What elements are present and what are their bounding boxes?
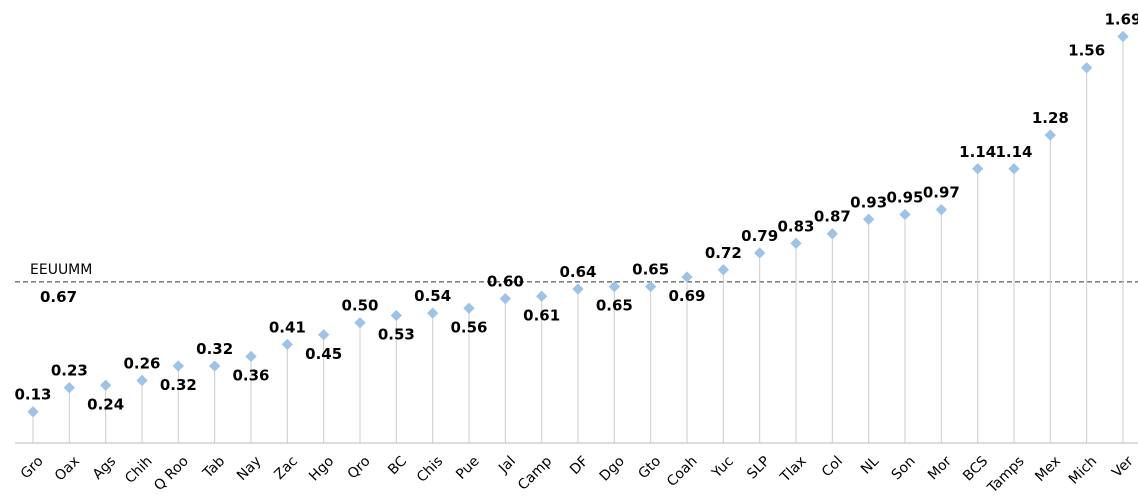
marker — [681, 271, 693, 283]
marker — [608, 280, 620, 293]
value-label: 0.97 — [923, 184, 960, 202]
marker — [136, 374, 148, 387]
value-label: 0.64 — [559, 263, 596, 281]
value-label: 0.23 — [51, 362, 88, 380]
x-tick-label: Zac — [271, 453, 301, 483]
x-tick-label: Coah — [664, 453, 701, 490]
x-tick-label: Yuc — [708, 453, 737, 482]
reference-value: 0.67 — [40, 288, 77, 306]
value-label: 0.79 — [741, 227, 778, 245]
value-label: 0.26 — [123, 354, 160, 372]
x-tick-label: BC — [385, 453, 410, 478]
marker — [1117, 30, 1129, 43]
value-label: 0.61 — [523, 306, 560, 324]
value-label: 0.24 — [87, 395, 124, 413]
marker — [427, 307, 439, 319]
x-tick-label: NL — [858, 453, 882, 477]
value-label: 0.32 — [160, 376, 197, 394]
marker — [463, 302, 475, 314]
marker — [899, 208, 911, 221]
marker — [318, 329, 330, 341]
x-tick-label: Mex — [1032, 453, 1064, 485]
x-tick-label: Chih — [122, 453, 156, 487]
marker — [1081, 62, 1093, 74]
x-tick-label: Gto — [635, 453, 664, 482]
marker — [790, 237, 802, 249]
marker — [499, 293, 511, 305]
x-tick-label: Chis — [414, 453, 446, 485]
x-tick-label: DF — [567, 453, 592, 478]
x-tick-label: Pue — [453, 453, 482, 482]
value-label: 0.69 — [668, 287, 705, 305]
x-tick-label: SLP — [744, 453, 773, 482]
value-label: 0.50 — [341, 297, 378, 315]
x-tick-label: Son — [889, 453, 919, 483]
value-label: 0.72 — [705, 244, 742, 262]
value-label: 0.60 — [487, 273, 524, 291]
value-label: 0.45 — [305, 345, 342, 363]
x-tick-label: Nay — [234, 453, 265, 484]
value-label: 0.65 — [596, 297, 633, 315]
marker — [245, 350, 257, 363]
value-label: 1.56 — [1068, 42, 1105, 60]
marker — [172, 360, 184, 372]
value-label: 0.87 — [814, 208, 851, 226]
marker — [972, 163, 984, 175]
marker — [1044, 129, 1056, 141]
x-tick-label: Tamps — [984, 453, 1028, 497]
marker — [27, 406, 39, 418]
marker — [645, 280, 657, 293]
marker — [209, 360, 221, 372]
x-tick-label: Oax — [52, 453, 83, 484]
x-tick-label: Qro — [345, 453, 374, 482]
x-tick-label: BCS — [960, 453, 991, 484]
reference-label: EEUUMM — [30, 262, 92, 278]
x-tick-label: Hgo — [306, 453, 337, 484]
value-label: 1.69 — [1104, 10, 1138, 28]
value-label: 1.14 — [959, 143, 996, 161]
x-tick-label: Ver — [1109, 453, 1137, 481]
value-label: 0.93 — [850, 193, 887, 211]
value-label: 0.32 — [196, 340, 233, 358]
marker — [826, 228, 838, 240]
x-tick-label: Gro — [18, 453, 47, 482]
value-label: 0.36 — [232, 366, 269, 384]
value-label: 0.53 — [378, 326, 415, 344]
marker — [935, 204, 947, 216]
x-tick-label: Jal — [495, 453, 519, 477]
marker — [281, 338, 293, 351]
value-label: 0.54 — [414, 287, 451, 305]
value-label: 0.83 — [777, 217, 814, 235]
value-label: 1.28 — [1032, 109, 1069, 127]
x-tick-label: Q Roo — [151, 453, 192, 494]
marker — [536, 290, 548, 302]
marker — [63, 382, 75, 394]
value-label: 0.41 — [269, 318, 306, 336]
x-tick-label: Mich — [1066, 453, 1100, 487]
value-label: 1.14 — [995, 143, 1032, 161]
x-tick-label: Mor — [925, 453, 955, 483]
x-tick-label: Col — [819, 453, 846, 480]
x-tick-label: Dgo — [597, 453, 628, 484]
x-tick-label: Tab — [199, 453, 228, 482]
marker — [1008, 163, 1020, 175]
marker — [354, 317, 366, 329]
x-tick-label: Tlax — [777, 453, 810, 486]
x-tick-label: Ags — [90, 453, 120, 483]
x-tick-label: Camp — [515, 453, 555, 493]
value-label: 0.95 — [886, 188, 923, 206]
value-label: 0.13 — [14, 386, 51, 404]
marker — [572, 283, 584, 295]
marker — [390, 309, 402, 322]
marker — [863, 213, 875, 225]
value-label: 0.65 — [632, 261, 669, 279]
value-label: 0.56 — [450, 318, 487, 336]
marker — [100, 379, 112, 391]
marker — [754, 247, 766, 259]
marker — [717, 264, 729, 276]
